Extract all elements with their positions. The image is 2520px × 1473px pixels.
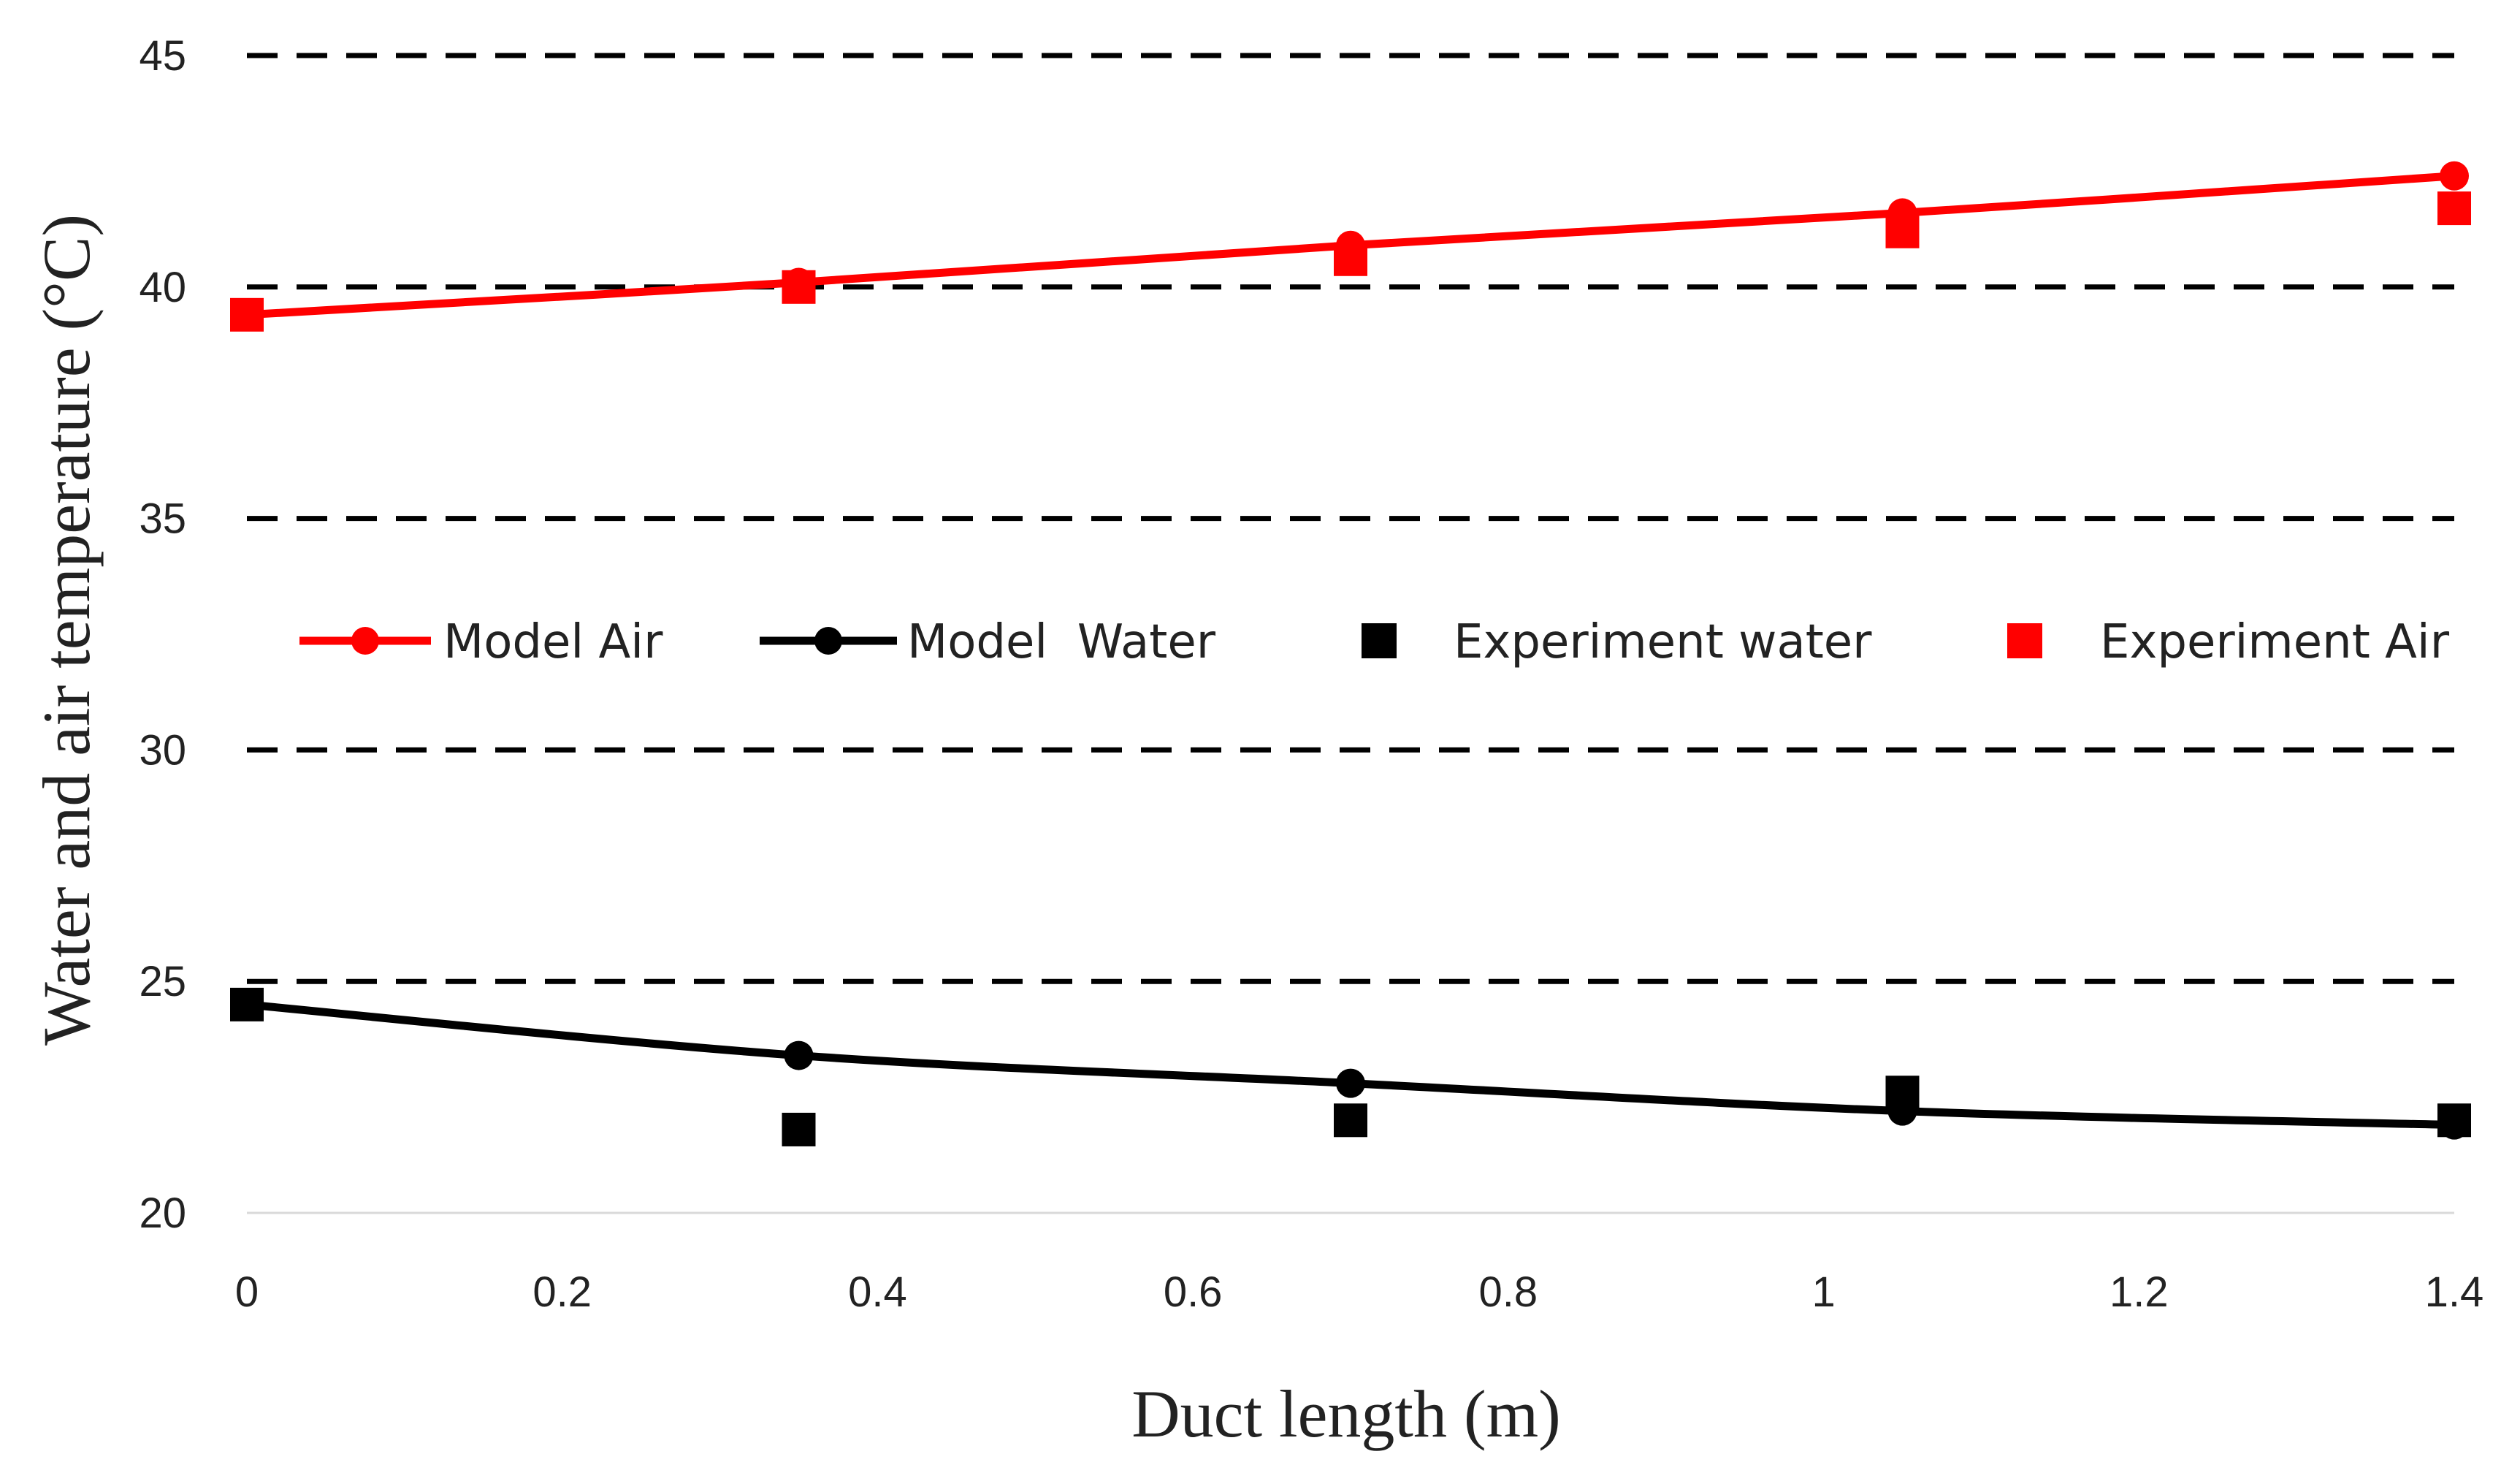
legend-label: Model Water bbox=[907, 615, 1216, 669]
x-tick-label: 1.4 bbox=[2425, 1268, 2484, 1316]
x-tick-label: 1.2 bbox=[2109, 1268, 2169, 1316]
series-experiment-air bbox=[230, 191, 2471, 332]
data-point bbox=[2437, 191, 2471, 226]
x-tick-label: 0.6 bbox=[1164, 1268, 1223, 1316]
x-axis-ticks: 0 0.2 0.4 0.6 0.8 1 1.2 1.4 bbox=[235, 1268, 2483, 1316]
y-axis-ticks: 20 25 30 35 40 45 bbox=[139, 32, 186, 1237]
legend: Model Air Model Water Experiment water Expe… bbox=[299, 615, 2450, 669]
x-tick-label: 0 bbox=[235, 1268, 259, 1316]
x-tick-label: 1 bbox=[1811, 1268, 1835, 1316]
plot-area bbox=[230, 161, 2471, 1146]
y-tick-label: 25 bbox=[139, 958, 186, 1005]
legend-item: Model Air bbox=[299, 615, 663, 669]
data-point bbox=[230, 297, 264, 332]
y-tick-label: 20 bbox=[139, 1190, 186, 1237]
x-tick-label: 0.2 bbox=[532, 1268, 592, 1316]
legend-label: Experiment Air bbox=[2100, 615, 2450, 669]
legend-item: Model Water bbox=[760, 615, 1216, 669]
y-tick-label: 45 bbox=[139, 32, 186, 80]
data-point bbox=[782, 270, 816, 304]
legend-label: Model Air bbox=[443, 615, 663, 669]
data-point bbox=[230, 987, 264, 1021]
series-experiment-water bbox=[230, 987, 2471, 1146]
data-point bbox=[1885, 214, 1920, 248]
legend-swatch-marker bbox=[2007, 623, 2042, 658]
data-point bbox=[2437, 1103, 2471, 1138]
y-tick-label: 40 bbox=[139, 264, 186, 311]
legend-swatch-marker bbox=[351, 627, 379, 655]
y-tick-label: 35 bbox=[139, 495, 186, 543]
data-point bbox=[1885, 1076, 1920, 1110]
x-tick-label: 0.8 bbox=[1479, 1268, 1538, 1316]
y-tick-label: 30 bbox=[139, 726, 186, 774]
x-tick-label: 0.4 bbox=[848, 1268, 907, 1316]
grid-lines bbox=[247, 53, 2454, 1214]
data-point bbox=[1334, 242, 1367, 276]
legend-label: Experiment water bbox=[1454, 615, 1872, 669]
data-point bbox=[1334, 1103, 1367, 1138]
x-axis-title: Duct length (m) bbox=[1131, 1377, 1561, 1451]
y-axis-title: Water and air temperature (°C) bbox=[29, 214, 104, 1046]
data-point bbox=[782, 1112, 816, 1146]
legend-item: Experiment water bbox=[1362, 615, 1872, 669]
data-point bbox=[1336, 1068, 1365, 1098]
legend-swatch-marker bbox=[814, 627, 842, 655]
data-point bbox=[2440, 161, 2469, 191]
legend-item: Experiment Air bbox=[2007, 615, 2450, 669]
legend-swatch-marker bbox=[1362, 623, 1397, 658]
data-point bbox=[784, 1040, 814, 1070]
